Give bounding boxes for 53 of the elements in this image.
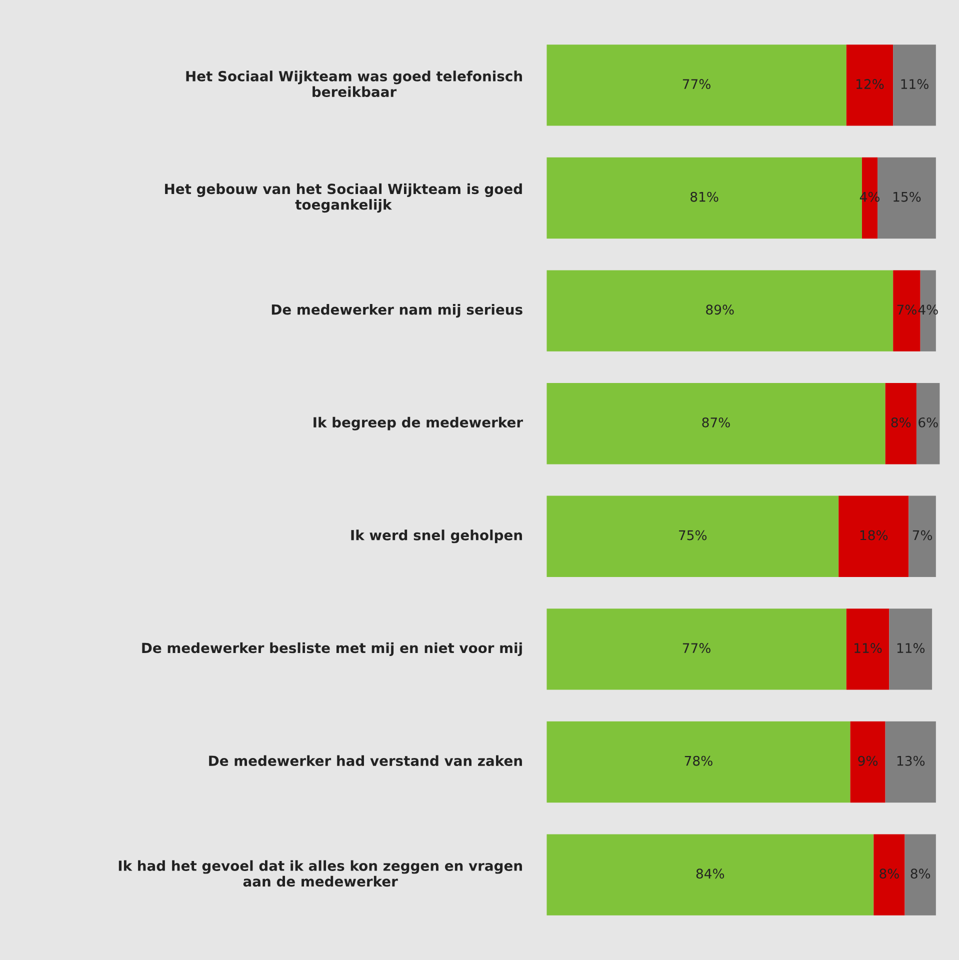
bar [885,721,936,803]
y-tick-label: De medewerker besliste met mij en niet voor mij [142,642,522,656]
bar [916,382,940,464]
bar [920,270,936,352]
data-label: 11% [897,643,925,654]
bar [546,44,846,126]
data-label: 11% [854,643,882,654]
data-label: 13% [897,756,925,766]
data-label: 11% [901,79,928,90]
y-tick-label: De medewerker had verstand van zaken [209,755,522,766]
bar [885,382,916,464]
data-label: 15% [894,192,921,202]
bar [878,157,936,239]
data-label: 9% [858,756,878,766]
data-label: 78% [684,756,712,766]
y-tick-label: Het gebouw van het Sociaal Wijkteam is goed toegankelijk [165,183,522,213]
y-tick-label: Ik werd snel geholpen [351,530,522,544]
bar [546,270,894,352]
bar [546,496,839,578]
bar [546,608,846,690]
bar [846,44,894,126]
bar [889,608,932,690]
bar [893,44,936,126]
data-label: 8% [910,868,930,879]
y-tick-label: De medewerker nam mij serieus [272,304,522,318]
data-label: 75% [679,530,707,540]
y-tick-label: Ik had het gevoel dat ik alles kon zeggen en vragen aan de medewerker [118,860,522,887]
data-label: 84% [696,868,724,879]
data-label: 7% [912,530,932,540]
bar [838,496,909,578]
bar [874,834,905,916]
bar [904,834,936,916]
bar [546,721,850,803]
data-label: 77% [682,643,710,654]
data-label: 8% [891,417,911,428]
data-label: 6% [918,417,938,428]
bar [546,382,886,464]
data-label: 12% [856,79,884,90]
data-label: 7% [897,304,916,315]
y-tick-label: Ik begreep de medewerker [314,416,523,430]
bar [862,157,878,239]
data-label: 8% [880,868,899,879]
data-label: 89% [706,304,734,315]
bar [850,721,886,803]
bar [546,834,874,916]
data-label: 18% [860,530,888,540]
data-label: 81% [690,192,718,202]
bar [846,608,890,690]
data-label: 87% [702,417,730,428]
bar [546,157,862,239]
data-label: 77% [682,79,710,90]
bar [908,496,936,578]
y-tick-label: Het Sociaal Wijkteam was goed telefonisch bereikbaar [186,70,522,98]
